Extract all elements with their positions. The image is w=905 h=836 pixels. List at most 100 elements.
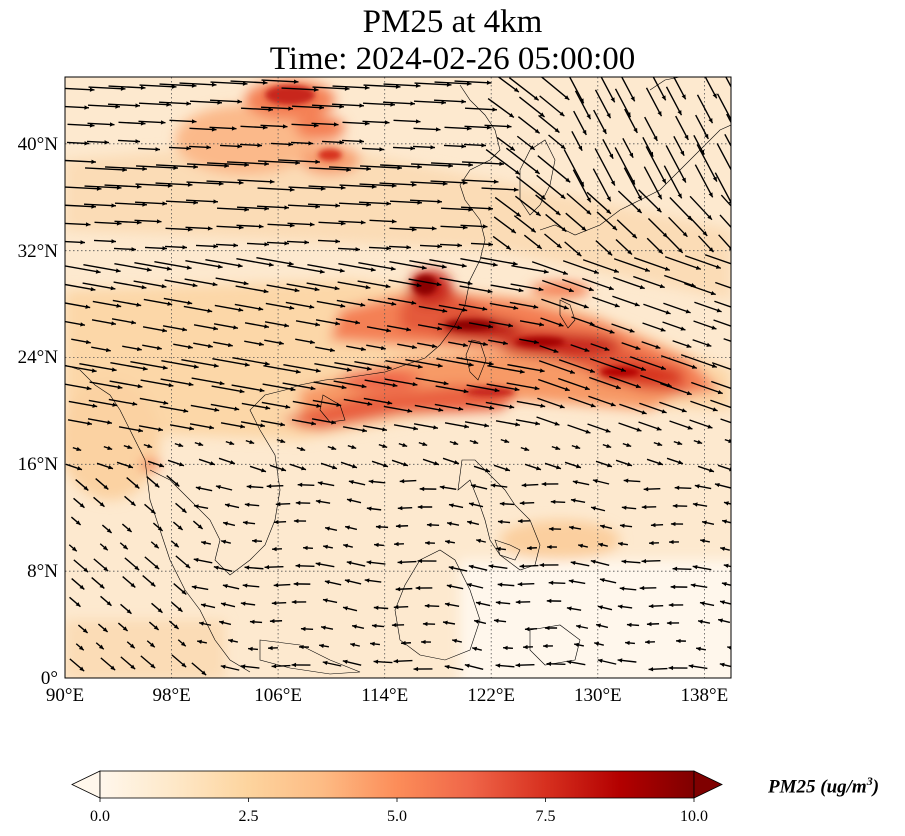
wind-arrow-head (289, 187, 295, 192)
wind-arrow-head (304, 240, 309, 245)
wind-arrow (689, 195, 713, 221)
wind-arrow (516, 176, 546, 200)
wind-arrow (600, 77, 616, 103)
wind-arrow (211, 385, 245, 393)
wind-arrow-head (519, 500, 525, 506)
wind-arrow-head (295, 563, 301, 569)
wind-arrow-head (605, 428, 611, 433)
wind-arrow-head (137, 384, 143, 389)
wind-arrow-head (482, 306, 488, 311)
wind-arrow (665, 145, 687, 183)
wind-arrow-head (489, 405, 495, 410)
wind-arrow-head (411, 344, 417, 350)
wind-arrow-head (87, 421, 92, 426)
wind-arrow-head (653, 135, 658, 141)
wind-arrow (362, 102, 396, 106)
wind-arrow (465, 402, 495, 410)
lon-tick-label: 106°E (254, 685, 302, 706)
wind-arrow-head (234, 406, 240, 411)
wind-arrow-head (417, 558, 423, 564)
wind-arrow-head (482, 224, 488, 229)
wind-arrow-head (373, 659, 379, 664)
wind-arrow (363, 84, 401, 88)
wind-arrow-head (156, 345, 162, 351)
wind-arrow-head (364, 578, 370, 583)
wind-arrow-head (395, 587, 401, 592)
wind-arrow-head (383, 463, 388, 468)
wind-arrow-head (702, 520, 707, 525)
wind-arrow-head (413, 666, 419, 672)
wind-arrow-head (149, 642, 155, 648)
wind-arrow (460, 257, 498, 267)
wind-arrow-head (579, 98, 584, 104)
wind-arrow-head (265, 405, 271, 410)
wind-arrow-head (122, 626, 128, 631)
wind-arrow-head (655, 344, 661, 349)
wind-arrow-head (340, 303, 346, 308)
wind-arrow (234, 303, 264, 311)
wind-arrow (158, 101, 192, 105)
wind-arrow-head (640, 366, 646, 371)
wind-arrow-head (197, 524, 203, 529)
wind-arrow (456, 356, 494, 366)
wind-arrow-head (370, 267, 376, 272)
wind-arrow-head (373, 605, 379, 610)
wind-arrow (257, 160, 301, 164)
wind-arrow (191, 377, 225, 385)
wind-arrow-head (382, 427, 387, 432)
wind-arrow (582, 277, 614, 291)
wind-arrow (214, 304, 244, 312)
wind-arrow-head (415, 83, 421, 88)
wind-arrow-head (572, 480, 578, 485)
wind-arrow-head (77, 466, 82, 471)
wind-arrow (261, 79, 299, 83)
wind-arrow-head (623, 478, 629, 483)
wind-arrow (480, 256, 518, 266)
wind-arrow (286, 283, 320, 291)
wind-arrow (311, 104, 345, 108)
wind-arrow-head (728, 438, 731, 444)
wind-arrow-head (505, 245, 511, 250)
wind-arrow (389, 260, 427, 270)
wind-arrow-head (448, 163, 453, 168)
wind-arrow-head (609, 329, 615, 334)
wind-arrow-head (155, 147, 160, 152)
wind-arrow-head (569, 369, 575, 374)
wind-arrow-head (462, 225, 468, 230)
wind-arrow-head (708, 247, 714, 253)
wind-arrow (440, 207, 474, 211)
wind-arrow (384, 378, 418, 386)
wind-arrow (410, 163, 454, 167)
wind-arrow-head (391, 301, 397, 306)
wind-arrow-head (435, 127, 441, 132)
wind-arrow (186, 181, 224, 185)
wind-arrow (574, 90, 592, 120)
wind-arrow-head (249, 439, 255, 445)
wind-arrow-head (103, 484, 109, 490)
wind-arrow-head (346, 560, 352, 566)
wind-arrow (612, 295, 640, 307)
wind-arrow-head (492, 262, 498, 267)
wind-arrow-head (280, 422, 285, 427)
wind-arrow-head (263, 289, 269, 294)
wind-arrow-head (316, 403, 322, 408)
wind-arrow-head (157, 526, 163, 531)
wind-arrow (357, 280, 391, 288)
wind-arrow-head (91, 368, 97, 373)
wind-arrow-head (262, 125, 268, 130)
wind-arrow (389, 200, 423, 204)
wind-arrow-head (299, 644, 304, 650)
wind-arrow-head (162, 246, 167, 251)
wind-arrow-head (466, 582, 472, 588)
wind-arrow-head (468, 162, 473, 167)
wind-arrow-head (714, 482, 720, 488)
wind-arrow (312, 86, 350, 90)
wind-arrow (664, 256, 702, 270)
wind-arrow-head (219, 620, 224, 625)
wind-arrow-head (710, 290, 716, 296)
wind-arrow-head (488, 564, 494, 569)
wind-arrow-head (626, 112, 631, 118)
wind-arrow-head (162, 201, 167, 206)
wind-arrow-head (182, 327, 187, 332)
